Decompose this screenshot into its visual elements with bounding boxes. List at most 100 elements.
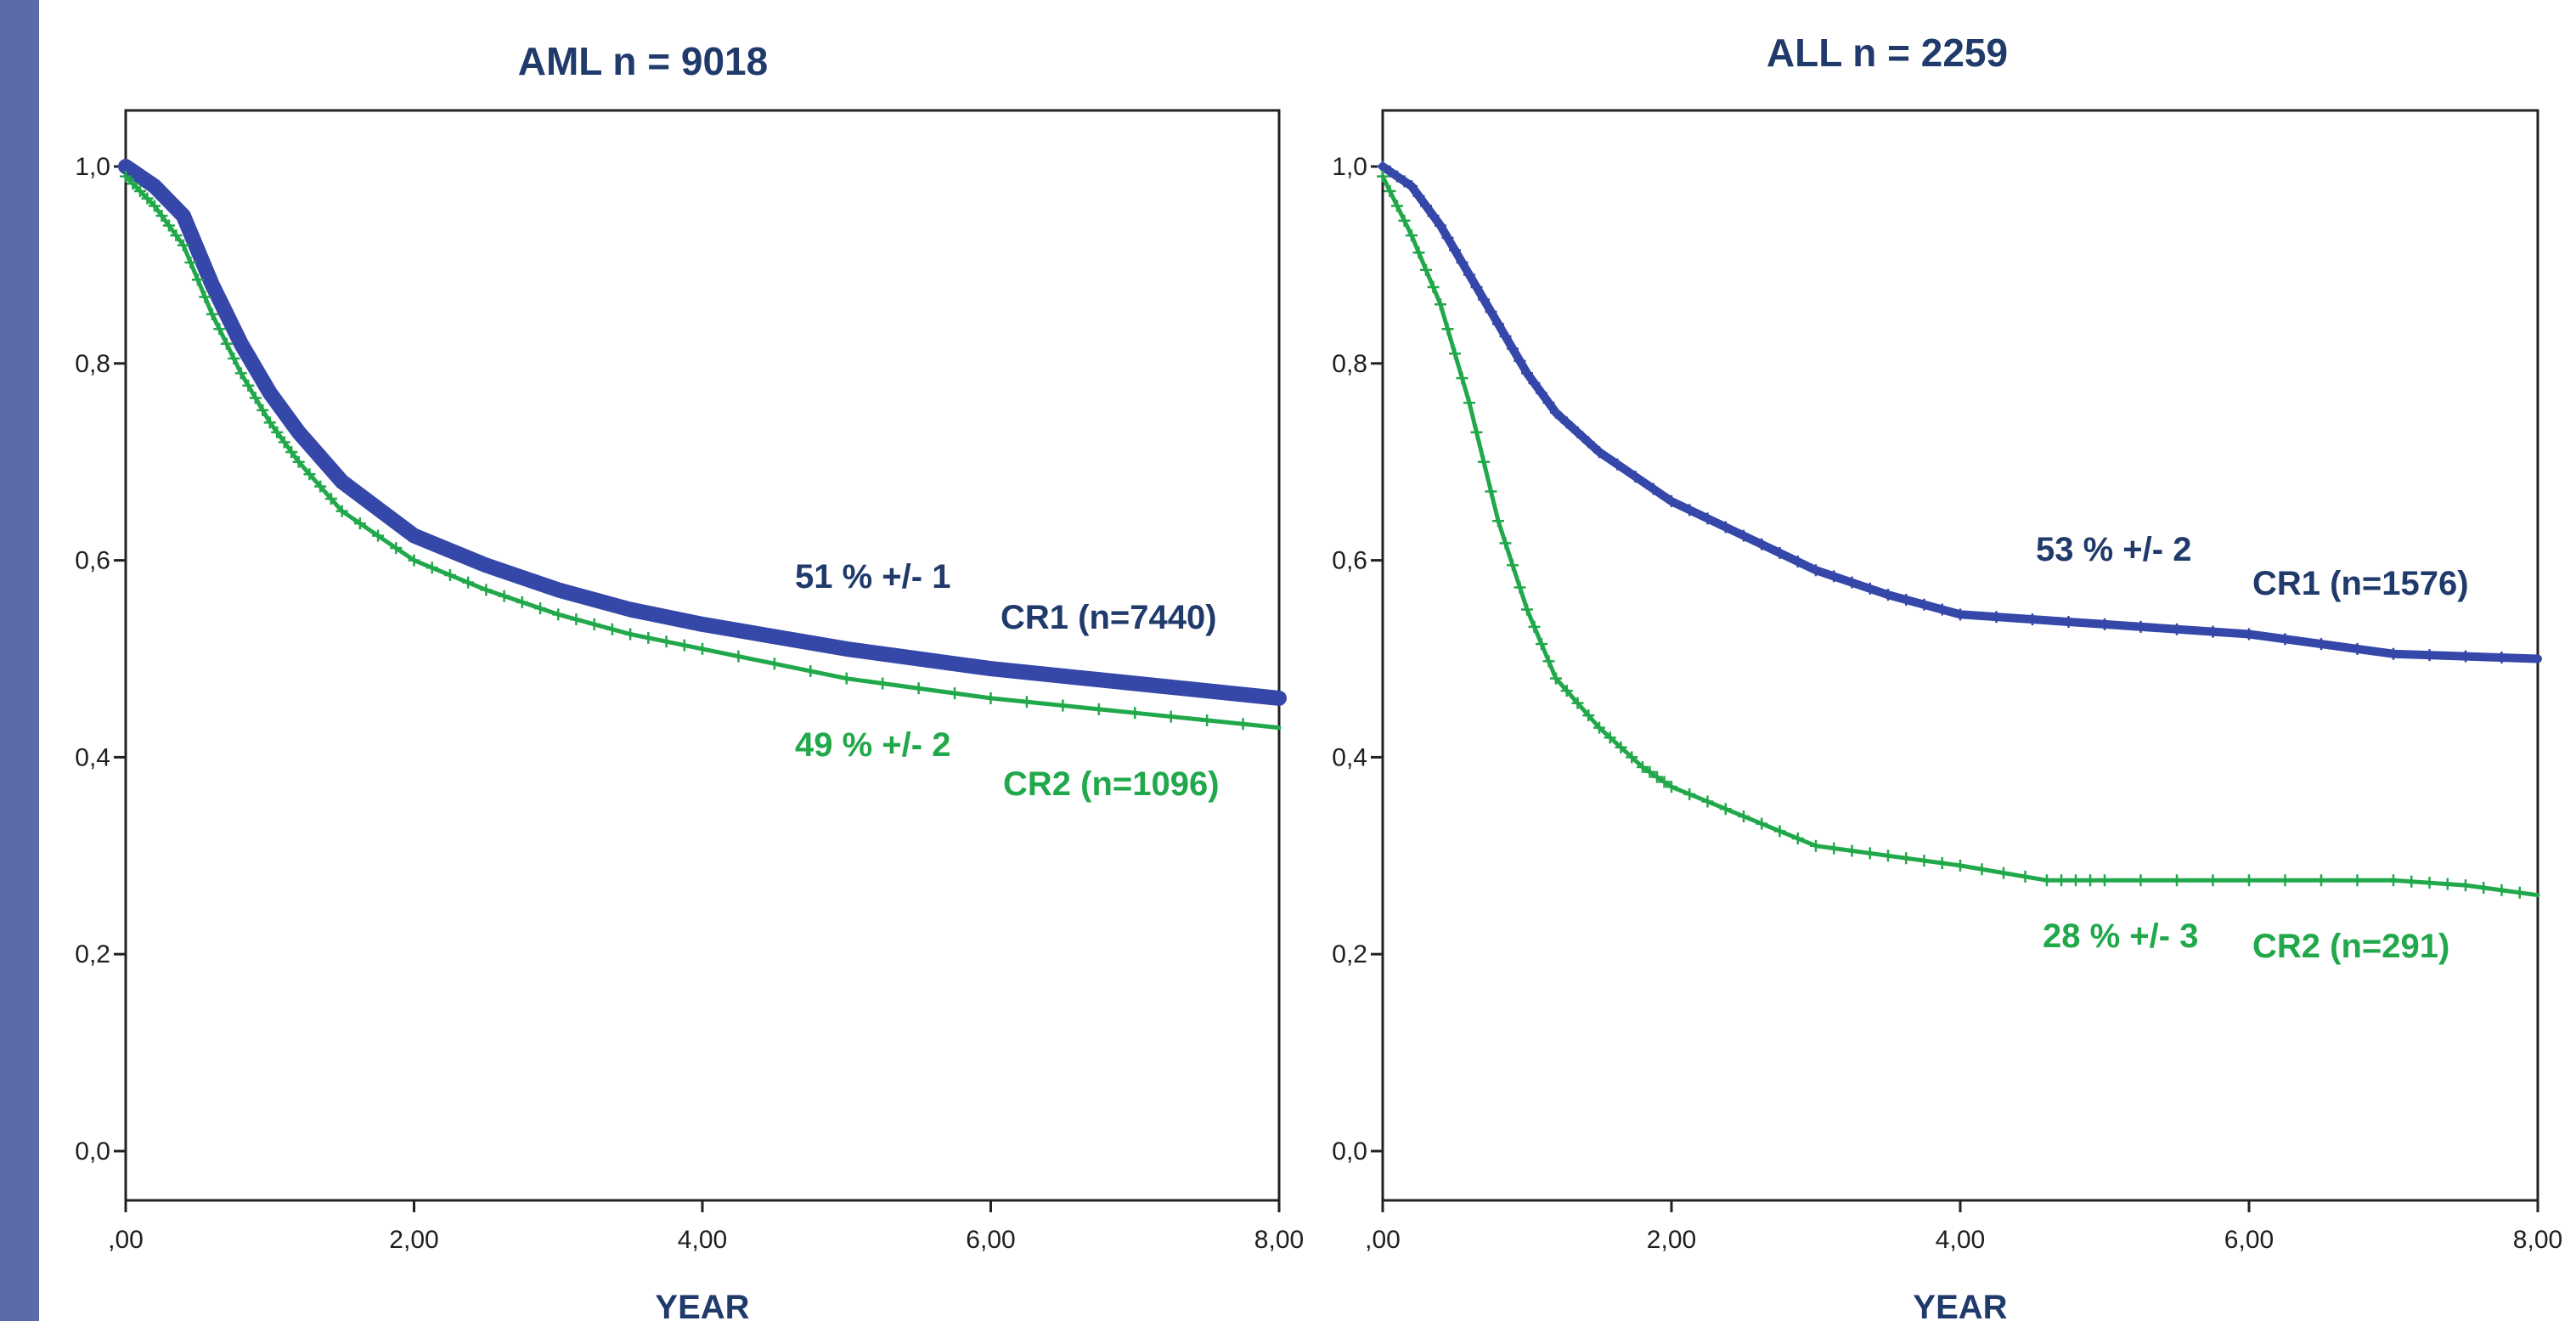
censor-mark	[1427, 280, 1440, 293]
censor-mark	[732, 650, 745, 663]
censor-mark	[1773, 546, 1786, 559]
censor-mark	[133, 170, 146, 183]
censor-mark	[588, 618, 600, 630]
censor-mark	[335, 475, 348, 488]
censor-mark	[840, 642, 853, 655]
censor-mark	[278, 406, 290, 419]
censor-mark	[912, 652, 925, 665]
censor-mark	[2460, 650, 2472, 663]
x-tick-label: ,00	[1365, 1226, 1401, 1254]
censor-mark	[1463, 268, 1475, 281]
censor-mark	[1846, 844, 1858, 857]
censor-mark	[1756, 817, 1768, 830]
censor-mark	[263, 387, 276, 399]
censor-mark	[390, 516, 403, 528]
censor-mark	[1791, 833, 1804, 845]
censor-mark	[949, 687, 961, 700]
censor-mark	[271, 426, 284, 438]
chart-title: ALL n = 2259	[1767, 31, 2008, 75]
censor-mark	[1651, 771, 1663, 783]
censor-mark	[1020, 666, 1033, 679]
censor-mark	[2315, 638, 2327, 651]
censor-mark	[1828, 570, 1840, 583]
censor-mark	[1719, 803, 1732, 816]
series-label: CR1 (n=1576)	[2252, 565, 2469, 602]
censor-mark	[1536, 387, 1547, 399]
censor-mark	[2134, 874, 2147, 887]
censor-mark	[1863, 847, 1876, 860]
censor-mark	[840, 672, 853, 685]
censor-mark	[426, 562, 438, 574]
censor-mark	[335, 505, 348, 517]
censor-mark	[1377, 170, 1389, 183]
censor-mark	[1528, 620, 1541, 633]
censor-mark	[324, 493, 337, 505]
censor-mark	[2351, 642, 2364, 655]
censor-mark	[1701, 795, 1714, 808]
censor-mark	[249, 362, 262, 375]
censor-mark	[1936, 856, 1948, 869]
censor-mark	[1492, 318, 1504, 330]
censor-mark	[1513, 354, 1526, 367]
censor-mark	[1954, 608, 1966, 621]
censor-mark	[234, 337, 247, 350]
censor-mark	[2315, 874, 2327, 887]
censor-mark	[1478, 455, 1490, 468]
censor-mark	[1846, 576, 1858, 589]
censor-mark	[271, 397, 284, 409]
censor-mark	[2495, 883, 2508, 896]
censor-mark	[1164, 680, 1177, 693]
censor-mark	[1863, 582, 1876, 595]
censor-mark	[1611, 458, 1624, 471]
censor-mark	[1384, 184, 1396, 197]
censor-mark	[1918, 855, 1931, 867]
censor-mark	[1435, 298, 1446, 311]
series-label: CR2 (n=291)	[2252, 928, 2449, 965]
censor-mark	[2134, 620, 2147, 633]
censor-mark	[1237, 688, 1249, 701]
censor-mark	[292, 455, 305, 468]
censor-mark	[1791, 556, 1804, 568]
survival-annotation: 49 % +/- 2	[795, 726, 950, 764]
censor-mark	[1528, 376, 1541, 389]
censor-mark	[2243, 628, 2255, 641]
censor-mark	[2062, 616, 2075, 629]
censor-mark	[1542, 655, 1555, 668]
plot-frame	[1381, 109, 2539, 1202]
censor-mark	[1550, 672, 1562, 685]
censor-mark	[2041, 874, 2053, 887]
censor-mark	[1449, 244, 1461, 257]
censor-mark	[1615, 741, 1627, 754]
censor-mark	[1629, 471, 1642, 483]
censor-marks	[1377, 170, 2526, 899]
series-label: CR2 (n=1096)	[1003, 765, 1220, 803]
censor-mark	[804, 636, 817, 649]
censor-mark	[1637, 760, 1649, 773]
censor-mark	[1499, 330, 1512, 342]
censor-mark	[206, 279, 218, 291]
censor-mark	[1391, 170, 1403, 183]
censor-mark	[1521, 603, 1533, 616]
censor-mark	[1521, 367, 1533, 380]
censor-mark	[155, 209, 168, 222]
x-tick-label: 2,00	[389, 1226, 438, 1254]
censor-mark	[1666, 495, 1677, 508]
censor-mark	[2171, 623, 2183, 635]
censor-mark	[213, 323, 226, 336]
censor-mark	[498, 565, 510, 578]
censor-mark	[804, 664, 817, 677]
y-tick-label: 0,0	[1332, 1138, 1367, 1166]
censor-mark	[408, 529, 420, 542]
censor-mark	[1773, 825, 1786, 838]
censor-mark	[234, 367, 247, 380]
censor-mark	[2387, 874, 2399, 887]
censor-mark	[242, 350, 255, 363]
censor-mark	[1470, 426, 1483, 438]
series-label: CR1 (n=7440)	[1001, 599, 1217, 636]
y-tick-label: 0,8	[1332, 350, 1367, 378]
censor-mark	[1810, 839, 1822, 852]
censor-mark	[177, 209, 189, 222]
censor-mark	[1666, 781, 1677, 793]
y-tick-label: 0,6	[1332, 547, 1367, 575]
